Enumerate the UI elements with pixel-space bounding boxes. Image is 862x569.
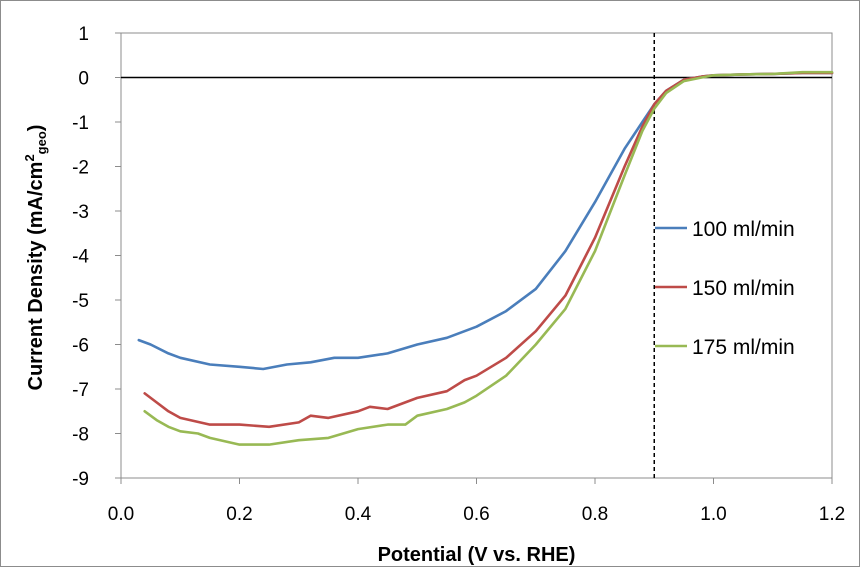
reference-lines	[121, 33, 832, 478]
plot-area	[120, 32, 833, 479]
y-axis: 1 0 -1 -2 -3 -4 -5 -6 -7 -8 -9	[72, 24, 121, 490]
x-tick-label: 1.2	[819, 504, 845, 525]
x-tick-label: 0.6	[463, 504, 489, 525]
y-axis-title: Current Density (mA/cm2geo)	[22, 125, 49, 391]
y-tick-label: 0	[78, 69, 89, 90]
y-tick-label: 1	[78, 24, 89, 45]
x-tick-label: 0.0	[108, 504, 134, 525]
y-axis-title-sup: 2	[22, 154, 37, 161]
y-axis-title-main: Current Density (mA/cm	[25, 162, 47, 391]
plot-area-border	[120, 32, 833, 479]
y-tick-label: -4	[72, 247, 89, 268]
legend-label-2: 150 ml/min	[692, 277, 795, 300]
legend-label-1: 100 ml/min	[692, 218, 795, 241]
x-tick-label: 0.4	[345, 504, 372, 525]
y-tick-label: -1	[72, 113, 89, 134]
x-tick-label: 0.8	[582, 504, 608, 525]
y-axis-title-close: )	[25, 125, 47, 132]
y-tick-label: -2	[72, 158, 89, 179]
y-tick-label: -5	[72, 291, 89, 312]
y-tick-label: -9	[72, 469, 89, 490]
x-tick-label: 1.0	[700, 504, 726, 525]
series-line-2	[143, 71, 834, 429]
y-tick-label: -6	[72, 336, 89, 357]
x-axis: 0.0 0.2 0.4 0.6 0.8 1.0 1.2	[108, 478, 845, 525]
legend: 100 ml/min 150 ml/min 175 ml/min	[655, 218, 795, 359]
y-tick-label: -7	[72, 380, 89, 401]
y-tick-label: -8	[72, 425, 89, 446]
series-lines	[137, 70, 834, 446]
y-tick-label: -3	[72, 202, 89, 223]
y-axis-title-sub: geo	[34, 131, 49, 154]
legend-label-3: 175 ml/min	[692, 336, 795, 359]
x-tick-label: 0.2	[226, 504, 252, 525]
series-line-3	[143, 70, 834, 446]
x-axis-title: Potential (V vs. RHE)	[378, 544, 576, 566]
